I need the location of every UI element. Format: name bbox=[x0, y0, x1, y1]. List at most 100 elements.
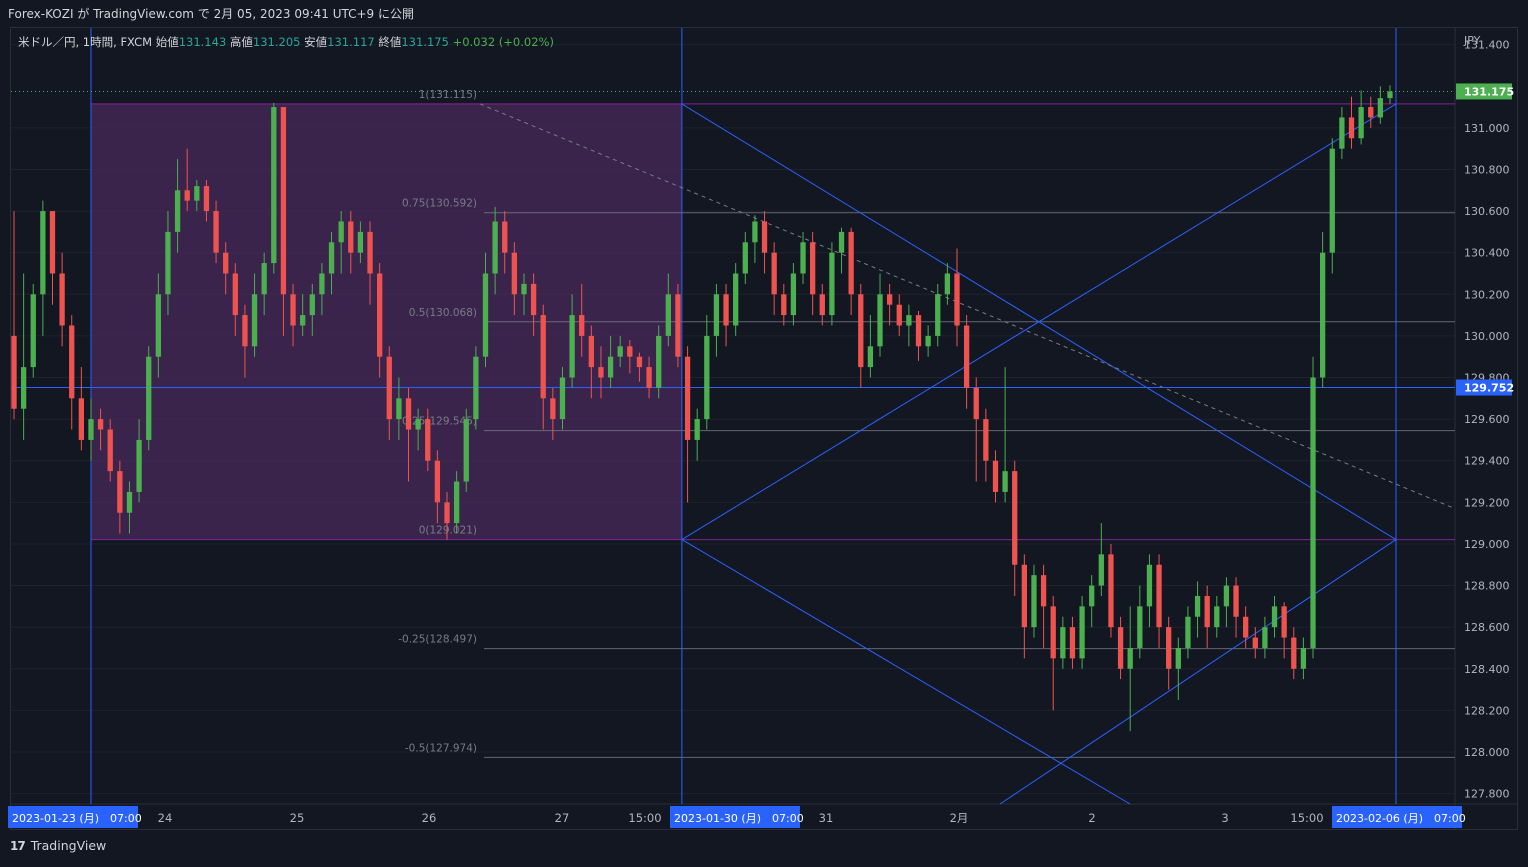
candle-body bbox=[184, 190, 190, 201]
candle-body bbox=[588, 335, 594, 368]
candle-body bbox=[78, 398, 85, 440]
candle-body bbox=[1281, 606, 1287, 638]
candle-body bbox=[444, 502, 450, 524]
candle-body bbox=[935, 294, 941, 336]
candle-body bbox=[213, 211, 219, 253]
y-tick-label: 130.000 bbox=[1464, 330, 1510, 343]
candle-body bbox=[675, 294, 681, 357]
x-tick-label: 15:00 bbox=[1290, 811, 1323, 825]
candle-body bbox=[1108, 554, 1114, 628]
y-tick-label: 131.400 bbox=[1464, 39, 1510, 52]
candle-body bbox=[309, 294, 315, 316]
candle-body bbox=[1387, 91, 1393, 99]
candle-body bbox=[925, 335, 931, 347]
candle-body bbox=[1233, 585, 1239, 617]
high-value: 131.205 bbox=[252, 35, 301, 49]
time-axis-tag-label: 2023-02-06 (月) 07:00 bbox=[1336, 812, 1466, 825]
horizontal-level-tag bbox=[1456, 379, 1512, 396]
published-header: Forex-KOZI が TradingView.com で 2月 05, 20… bbox=[8, 7, 415, 21]
candle-body bbox=[569, 315, 575, 378]
candle-body bbox=[49, 211, 56, 274]
fib-level-label: 0.5(130.068) bbox=[409, 307, 477, 319]
candle-body bbox=[1050, 606, 1056, 659]
candle-body bbox=[473, 356, 479, 420]
y-tick-label: 128.800 bbox=[1464, 580, 1510, 593]
candle-body bbox=[1060, 627, 1066, 659]
candle-body bbox=[511, 252, 518, 295]
candle-body bbox=[790, 273, 797, 316]
candle-body bbox=[146, 356, 152, 440]
y-tick-label: 128.200 bbox=[1464, 704, 1510, 717]
time-axis-tag bbox=[8, 806, 138, 828]
candle-body bbox=[963, 325, 970, 388]
candle-body bbox=[1271, 606, 1278, 628]
candle-body bbox=[1156, 564, 1162, 628]
currency-label: JPY bbox=[1463, 34, 1481, 47]
y-tick-label: 129.200 bbox=[1464, 496, 1510, 509]
candle-body bbox=[1031, 575, 1037, 628]
trend-line bbox=[999, 539, 1397, 805]
time-axis-tag-label: 2023-01-23 (月) 07:00 bbox=[12, 812, 142, 825]
time-axis-tag-label: 2023-01-30 (月) 07:00 bbox=[674, 812, 804, 825]
candle-body bbox=[97, 419, 104, 430]
candle-body bbox=[713, 294, 720, 336]
candle-body bbox=[1300, 647, 1307, 669]
candle-body bbox=[11, 335, 17, 409]
low-label: 安値 bbox=[304, 35, 328, 49]
candle-body bbox=[203, 186, 210, 212]
candle-body bbox=[617, 346, 623, 357]
candle-body bbox=[1339, 117, 1345, 149]
candle-body bbox=[1204, 595, 1210, 628]
fib-level-label: 0(129.021) bbox=[419, 525, 477, 537]
candle-body bbox=[280, 107, 287, 295]
candle-body bbox=[877, 294, 883, 347]
y-tick-label: 130.600 bbox=[1464, 205, 1510, 218]
x-tick-label: 27 bbox=[555, 811, 570, 825]
candle-body bbox=[886, 294, 893, 305]
candle-body bbox=[742, 242, 748, 274]
footer-brand[interactable]: TradingView bbox=[30, 838, 107, 853]
candle-body bbox=[733, 273, 739, 326]
candle-body bbox=[781, 294, 787, 316]
footer: 17 TradingView bbox=[10, 838, 106, 853]
candle-body bbox=[983, 419, 989, 461]
x-tick-label: 2 bbox=[1088, 811, 1095, 825]
close-label: 終値 bbox=[378, 35, 402, 49]
candle-body bbox=[300, 315, 306, 326]
candle-body bbox=[973, 387, 979, 420]
candle-body bbox=[1358, 107, 1364, 139]
candle-body bbox=[194, 186, 200, 201]
candle-body bbox=[165, 231, 171, 295]
candle-body bbox=[646, 367, 652, 388]
candle-body bbox=[40, 211, 46, 295]
y-tick-label: 127.800 bbox=[1464, 788, 1510, 801]
candle-body bbox=[752, 221, 758, 243]
x-tick-label: 2月 bbox=[950, 811, 969, 825]
candle-body bbox=[761, 221, 768, 253]
candle-body bbox=[810, 242, 816, 295]
candle-body bbox=[1223, 585, 1230, 607]
ohlc-legend: 米ドル／円, 1時間, FXCM 始値131.143 高値131.205 安値1… bbox=[18, 34, 554, 50]
candle-body bbox=[261, 263, 267, 295]
candle-body bbox=[1117, 627, 1124, 669]
candle-body bbox=[627, 346, 633, 357]
y-tick-label: 130.200 bbox=[1464, 288, 1510, 301]
candle-body bbox=[704, 335, 710, 420]
candle-body bbox=[800, 242, 806, 274]
candle-body bbox=[30, 294, 36, 368]
candle-body bbox=[1319, 252, 1326, 378]
candle-body bbox=[1368, 107, 1374, 118]
candle-body bbox=[848, 231, 854, 295]
candle-body bbox=[463, 419, 469, 482]
candle-body bbox=[1194, 595, 1201, 617]
candle-body bbox=[1021, 564, 1027, 628]
open-value: 131.143 bbox=[178, 35, 227, 49]
candle-body bbox=[20, 367, 27, 409]
candle-body bbox=[69, 325, 75, 399]
fib-level-label: -0.5(127.974) bbox=[405, 742, 477, 754]
candle-body bbox=[348, 221, 354, 253]
candle-body bbox=[684, 356, 691, 440]
candle-body bbox=[367, 231, 373, 274]
candle-body bbox=[377, 273, 383, 357]
